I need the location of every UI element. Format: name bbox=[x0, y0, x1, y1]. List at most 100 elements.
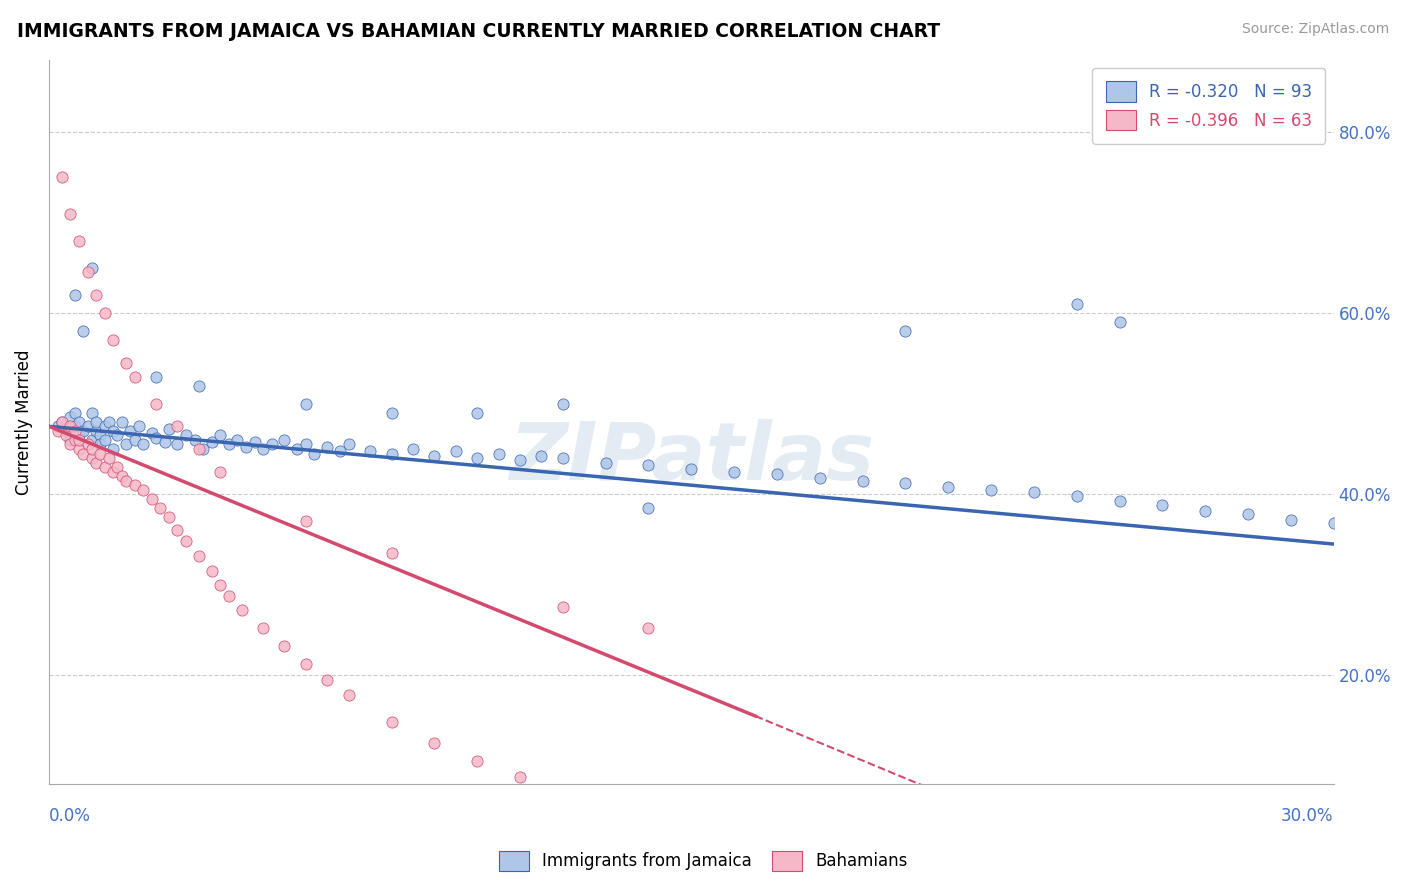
Point bbox=[766, 467, 789, 482]
Point bbox=[551, 450, 574, 465]
Point bbox=[423, 736, 446, 750]
Point bbox=[103, 334, 125, 348]
Point bbox=[681, 462, 703, 476]
Point bbox=[551, 600, 574, 615]
Point bbox=[273, 433, 295, 447]
Point bbox=[51, 415, 73, 429]
Point bbox=[97, 450, 120, 465]
Point bbox=[67, 415, 90, 429]
Point bbox=[67, 433, 90, 447]
Point bbox=[329, 443, 352, 458]
Point bbox=[141, 491, 163, 506]
Point bbox=[89, 446, 111, 460]
Point bbox=[166, 437, 188, 451]
Point bbox=[174, 534, 197, 549]
Point bbox=[89, 437, 111, 451]
Point bbox=[63, 424, 86, 438]
Point bbox=[157, 422, 180, 436]
Point bbox=[551, 397, 574, 411]
Point bbox=[103, 465, 125, 479]
Point bbox=[120, 424, 142, 438]
Point bbox=[894, 324, 917, 338]
Point bbox=[980, 483, 1002, 497]
Point bbox=[97, 415, 120, 429]
Point bbox=[337, 688, 360, 702]
Point bbox=[107, 460, 129, 475]
Point bbox=[174, 428, 197, 442]
Text: IMMIGRANTS FROM JAMAICA VS BAHAMIAN CURRENTLY MARRIED CORRELATION CHART: IMMIGRANTS FROM JAMAICA VS BAHAMIAN CURR… bbox=[17, 22, 941, 41]
Point bbox=[359, 443, 381, 458]
Point bbox=[808, 471, 831, 485]
Point bbox=[1066, 297, 1088, 311]
Point bbox=[380, 446, 402, 460]
Point bbox=[63, 419, 86, 434]
Point bbox=[80, 450, 103, 465]
Point bbox=[115, 356, 138, 370]
Point bbox=[218, 589, 240, 603]
Point bbox=[111, 415, 134, 429]
Point bbox=[103, 424, 125, 438]
Point bbox=[1279, 513, 1302, 527]
Point bbox=[93, 419, 115, 434]
Point bbox=[295, 397, 318, 411]
Point bbox=[380, 715, 402, 730]
Point bbox=[295, 437, 318, 451]
Point bbox=[235, 440, 257, 454]
Point bbox=[187, 442, 209, 456]
Point bbox=[201, 564, 224, 578]
Point bbox=[1194, 503, 1216, 517]
Point bbox=[80, 406, 103, 420]
Point bbox=[103, 442, 125, 456]
Text: Source: ZipAtlas.com: Source: ZipAtlas.com bbox=[1241, 22, 1389, 37]
Point bbox=[67, 428, 90, 442]
Point bbox=[187, 378, 209, 392]
Point bbox=[63, 288, 86, 302]
Point bbox=[80, 433, 103, 447]
Point bbox=[337, 437, 360, 451]
Point bbox=[1022, 485, 1045, 500]
Point bbox=[59, 419, 82, 434]
Point bbox=[93, 460, 115, 475]
Point bbox=[209, 578, 232, 592]
Point bbox=[209, 465, 232, 479]
Point bbox=[380, 546, 402, 560]
Point bbox=[681, 821, 703, 835]
Point bbox=[488, 446, 510, 460]
Point bbox=[295, 657, 318, 672]
Point bbox=[509, 770, 531, 784]
Point bbox=[166, 524, 188, 538]
Point bbox=[76, 419, 98, 434]
Point bbox=[295, 515, 318, 529]
Point bbox=[637, 458, 659, 473]
Point bbox=[637, 500, 659, 515]
Point bbox=[1108, 494, 1130, 508]
Point bbox=[67, 234, 90, 248]
Point bbox=[55, 428, 77, 442]
Point bbox=[63, 406, 86, 420]
Point bbox=[80, 260, 103, 275]
Point bbox=[595, 456, 617, 470]
Point bbox=[63, 433, 86, 447]
Point bbox=[145, 397, 167, 411]
Point bbox=[209, 428, 232, 442]
Point bbox=[55, 424, 77, 438]
Point bbox=[1108, 315, 1130, 329]
Point bbox=[402, 442, 425, 456]
Point bbox=[84, 456, 107, 470]
Point bbox=[59, 437, 82, 451]
Point bbox=[107, 428, 129, 442]
Point bbox=[852, 474, 875, 488]
Point bbox=[46, 419, 69, 434]
Point bbox=[243, 434, 266, 449]
Point bbox=[93, 433, 115, 447]
Point bbox=[153, 434, 176, 449]
Point bbox=[316, 673, 339, 687]
Point bbox=[149, 500, 172, 515]
Point bbox=[124, 433, 146, 447]
Point bbox=[51, 170, 73, 185]
Point bbox=[637, 808, 659, 822]
Point bbox=[72, 424, 94, 438]
Point bbox=[84, 424, 107, 438]
Point bbox=[465, 755, 488, 769]
Point bbox=[80, 442, 103, 456]
